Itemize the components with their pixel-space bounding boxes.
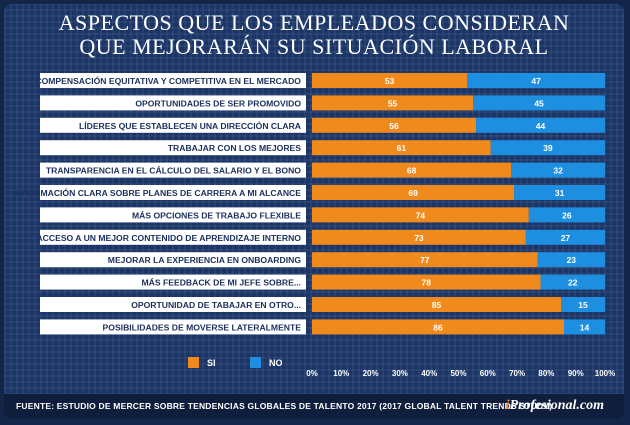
x-tick-label: 70% xyxy=(509,369,525,378)
legend-no-swatch xyxy=(250,357,261,368)
bar-no xyxy=(514,185,605,200)
bar-si xyxy=(312,95,474,111)
data-label-no: 23 xyxy=(567,255,577,265)
footer-bar xyxy=(4,394,624,419)
data-label-no: 15 xyxy=(578,300,588,310)
category-label-box xyxy=(40,73,306,88)
x-tick-label: 10% xyxy=(333,369,349,378)
category-label: MÁS FEEDBACK DE MI JEFE SOBRE... xyxy=(142,278,301,288)
data-label-si: 73 xyxy=(414,233,424,243)
category-label-box xyxy=(40,274,306,290)
bar-no xyxy=(473,95,605,111)
category-label-box xyxy=(40,185,306,200)
x-tick-label: 0% xyxy=(306,369,318,378)
bar-no xyxy=(476,117,605,133)
category-label-box xyxy=(40,319,306,335)
data-label-no: 22 xyxy=(568,278,578,288)
data-label-si: 69 xyxy=(408,188,418,198)
data-label-si: 55 xyxy=(388,98,398,108)
bar-no xyxy=(561,297,605,312)
x-tick-label: 60% xyxy=(480,369,496,378)
x-tick-label: 30% xyxy=(392,369,408,378)
bar-si xyxy=(312,252,538,268)
bar-no xyxy=(537,252,605,268)
data-label-no: 31 xyxy=(555,188,565,198)
bar-si xyxy=(312,73,468,88)
category-label: OPORTUNIDADES DE SER PROMOVIDO xyxy=(135,98,301,108)
category-label-box xyxy=(40,117,306,133)
category-label-box xyxy=(40,162,306,178)
category-label-box xyxy=(40,297,306,312)
data-label-si: 78 xyxy=(422,278,432,288)
bar-si xyxy=(312,185,515,200)
category-label-box xyxy=(40,207,306,223)
category-label: COMPENSACIÓN EQUITATIVA Y COMPETITIVA EN… xyxy=(35,75,301,86)
x-tick-label: 100% xyxy=(595,369,615,378)
data-label-si: 61 xyxy=(397,143,407,153)
bar-si xyxy=(312,274,541,290)
bar-no xyxy=(540,274,605,290)
legend-si-label: SI xyxy=(207,358,216,368)
legend-si-swatch xyxy=(188,357,199,368)
x-tick-label: 50% xyxy=(450,369,466,378)
data-label-no: 26 xyxy=(562,210,572,220)
chart-title-line2: QUE MEJORARÁN SU SITUACIÓN LABORAL xyxy=(79,34,549,59)
bar-si xyxy=(312,297,562,312)
brand-logo: iProfesional.com xyxy=(505,398,604,413)
data-label-si: 74 xyxy=(416,210,426,220)
x-tick-label: 80% xyxy=(538,369,554,378)
bar-no xyxy=(511,162,605,178)
bar-si xyxy=(312,229,526,245)
bar-si xyxy=(312,207,529,223)
category-label-box xyxy=(40,140,306,156)
category-label-box xyxy=(40,95,306,111)
data-label-no: 44 xyxy=(536,121,546,131)
bar-no xyxy=(528,207,605,223)
data-label-si: 68 xyxy=(407,166,417,176)
bar-no xyxy=(563,319,605,335)
category-label: POSIBILIDADES DE MOVERSE LATERALMENTE xyxy=(103,322,302,332)
data-label-no: 39 xyxy=(543,143,553,153)
x-tick-label: 40% xyxy=(421,369,437,378)
data-label-no: 45 xyxy=(534,98,544,108)
data-label-si: 85 xyxy=(432,300,442,310)
bar-si xyxy=(312,162,512,178)
category-label: TRABAJAR CON LOS MEJORES xyxy=(168,143,301,153)
category-label: INFORMACIÓN CLARA SOBRE PLANES DE CARRER… xyxy=(14,187,302,198)
data-label-si: 77 xyxy=(420,255,430,265)
category-label: OPORTUNIDAD DE TABAJAR EN OTRO... xyxy=(131,300,301,310)
bar-si xyxy=(312,140,491,156)
category-label-box xyxy=(40,229,306,245)
category-label: TRANSPARENCIA EN EL CÁLCULO DEL SALARIO … xyxy=(46,166,301,176)
bar-no xyxy=(467,73,605,88)
category-label-box xyxy=(40,252,306,268)
category-label: MEJORAR LA EXPERIENCIA EN ONBOARDING xyxy=(108,255,302,265)
bar-no xyxy=(490,140,605,156)
data-label-si: 53 xyxy=(385,76,395,86)
bar-si xyxy=(312,319,564,335)
source-note: FUENTE: ESTUDIO DE MERCER SOBRE TENDENCI… xyxy=(16,401,553,411)
data-label-no: 32 xyxy=(553,166,563,176)
x-tick-label: 20% xyxy=(363,369,379,378)
data-label-no: 47 xyxy=(531,76,541,86)
category-label: ACCESO A UN MEJOR CONTENIDO DE APRENDIZA… xyxy=(36,233,301,243)
legend-no-label: NO xyxy=(269,358,283,368)
x-tick-label: 90% xyxy=(568,369,584,378)
bar-no xyxy=(525,229,605,245)
data-label-si: 86 xyxy=(433,322,443,332)
category-label: LÍDERES QUE ESTABLECEN UNA DIRECCIÓN CLA… xyxy=(79,120,301,131)
bar-si xyxy=(312,117,477,133)
category-label: MÁS OPCIONES DE TRABAJO FLEXIBLE xyxy=(132,210,301,220)
data-label-no: 14 xyxy=(580,322,590,332)
chart-title-line1: ASPECTOS QUE LOS EMPLEADOS CONSIDERAN xyxy=(58,10,570,35)
data-label-no: 27 xyxy=(561,233,571,243)
data-label-si: 56 xyxy=(389,121,399,131)
